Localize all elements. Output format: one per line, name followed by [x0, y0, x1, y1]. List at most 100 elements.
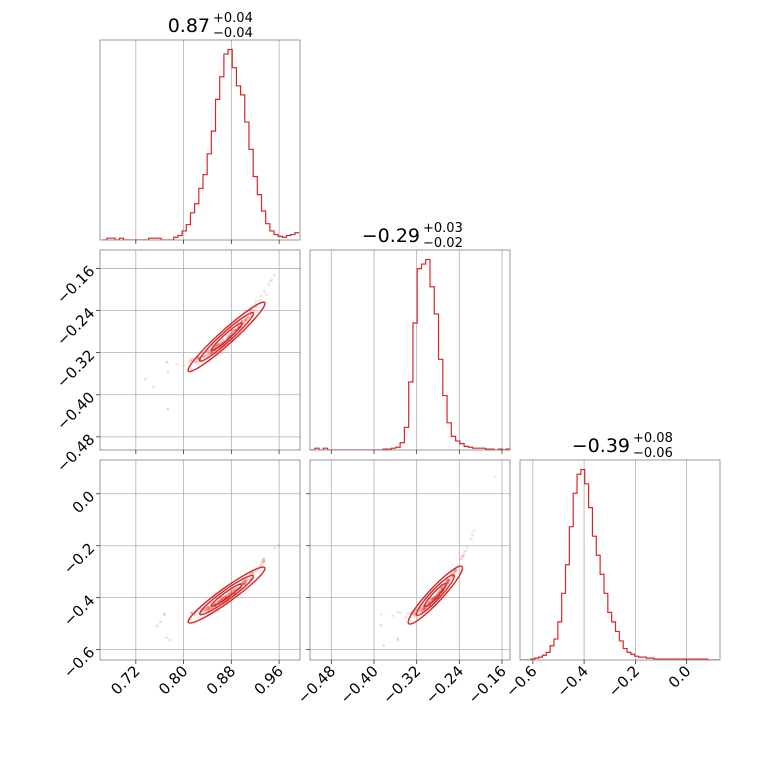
scatter-point — [440, 586, 444, 590]
scatter-point — [247, 316, 251, 319]
scatter-point — [427, 600, 431, 604]
contour-level-2 — [210, 322, 243, 352]
scatter-point — [163, 613, 166, 616]
scatter-point — [398, 611, 402, 615]
scatter-point — [258, 299, 262, 303]
contour-level-0 — [407, 565, 464, 625]
hist-step-2 — [520, 468, 720, 660]
scatter-point — [446, 582, 450, 586]
scatter-point — [203, 607, 207, 611]
scatter-point — [202, 355, 206, 359]
scatter-point — [445, 581, 449, 584]
hist-title-minus-0: −0.04 — [213, 26, 253, 41]
scatter-point — [217, 343, 221, 346]
scatter-point — [241, 580, 245, 584]
scatter-point — [469, 537, 473, 541]
scatter-point — [220, 340, 224, 344]
scatter-point — [261, 561, 264, 565]
scatter-point — [232, 587, 236, 591]
scatter-point — [206, 605, 210, 609]
scatter-point — [465, 545, 469, 549]
scatter-point — [207, 607, 211, 611]
scatter-outlier — [379, 624, 383, 627]
scatter-point — [224, 336, 228, 340]
scatter-outlier — [396, 636, 400, 640]
hist-frame-0 — [99, 39, 301, 241]
scatter-point — [221, 339, 225, 343]
scatter-point — [445, 578, 449, 582]
scatter-point — [219, 597, 223, 601]
hist-title-1: −0.29 +0.03−0.02 — [362, 221, 463, 251]
scatter-point — [231, 330, 235, 334]
scatter-point — [216, 599, 220, 603]
scatter-point — [430, 597, 434, 601]
scatter-point — [450, 571, 454, 575]
scatter-point — [208, 348, 211, 352]
scatter-point — [215, 344, 219, 348]
scatter-point — [272, 273, 276, 277]
scatter-point — [206, 349, 210, 353]
scatter-point — [220, 598, 224, 601]
scatter-point — [194, 360, 198, 364]
scatter-point — [262, 557, 266, 561]
y-tick-label-row1-1: −0.24 — [53, 304, 98, 349]
hist-title-value-0: 0.87 — [168, 15, 210, 37]
hist-title-plus-2: +0.08 — [633, 431, 673, 446]
x-tick-label-col1-2: −0.32 — [379, 662, 424, 707]
scatter-point — [446, 578, 450, 582]
hist-panel-2: −0.39 +0.08−0.06 — [519, 431, 721, 664]
scatter-point — [464, 549, 468, 552]
scatter-point — [291, 241, 294, 244]
scatter-outlier — [396, 638, 400, 642]
scatter-point — [205, 354, 209, 357]
scatter-point — [187, 360, 191, 364]
scatter-point — [430, 597, 434, 601]
scatter-point — [418, 609, 422, 613]
scatter-point — [426, 601, 430, 605]
scatter-point — [246, 317, 249, 321]
x-tick-label-col1-0: −0.48 — [294, 662, 339, 707]
scatter-point — [261, 560, 265, 564]
scatter-point — [223, 595, 227, 599]
scatter-point — [207, 607, 211, 611]
hist-title-0: 0.87 +0.04−0.04 — [168, 11, 253, 41]
pair-points-2 — [379, 475, 497, 647]
scatter-point — [206, 605, 209, 609]
scatter-point — [414, 615, 418, 619]
scatter-point — [429, 598, 433, 601]
scatter-point — [230, 590, 234, 594]
x-tick-label-col2-0: −0.6 — [502, 662, 540, 700]
scatter-point — [454, 568, 458, 572]
scatter-point — [203, 609, 207, 613]
scatter-point — [216, 600, 219, 604]
scatter-point — [243, 318, 247, 322]
scatter-outlier — [165, 636, 168, 639]
scatter-point — [452, 571, 456, 575]
scatter-point — [242, 579, 246, 582]
scatter-point — [446, 581, 449, 585]
scatter-point — [261, 558, 264, 562]
scatter-point — [273, 546, 277, 550]
scatter-point — [249, 576, 252, 580]
scatter-point — [229, 332, 233, 335]
scatter-point — [242, 582, 246, 586]
y-tick-label-row2-0: 0.0 — [69, 487, 99, 517]
scatter-point — [421, 609, 425, 613]
scatter-point — [207, 352, 211, 355]
scatter-point — [240, 320, 243, 323]
x-tick-label-col0-2: 0.88 — [203, 662, 239, 698]
scatter-point — [205, 609, 209, 612]
scatter-point — [205, 607, 209, 611]
x-tick-label-col1-1: −0.40 — [337, 662, 382, 707]
scatter-point — [201, 611, 205, 615]
scatter-point — [417, 609, 421, 613]
scatter-point — [207, 608, 211, 612]
scatter-point — [203, 608, 206, 612]
y-tick-label-row2-2: −0.4 — [60, 591, 98, 629]
scatter-point — [232, 328, 236, 332]
scatter-point — [252, 308, 256, 312]
scatter-point — [210, 351, 213, 354]
scatter-point — [270, 278, 274, 282]
hist-step-1 — [310, 258, 510, 450]
